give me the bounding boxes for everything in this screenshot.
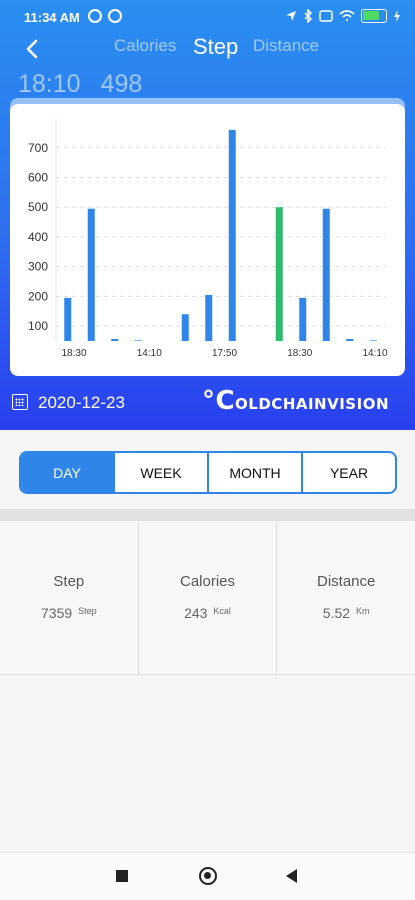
tab-calories[interactable]: Calories bbox=[114, 36, 177, 55]
bluetooth-icon bbox=[304, 9, 313, 23]
chart-bar bbox=[322, 208, 330, 341]
readout-time: 18:10 bbox=[18, 70, 81, 98]
chart-bar bbox=[369, 340, 377, 341]
system-icons bbox=[285, 9, 401, 23]
home-icon[interactable] bbox=[199, 867, 217, 885]
header: 11:34 AM Calories Step Distance 18:10 49… bbox=[0, 0, 415, 430]
system-nav-bar bbox=[0, 852, 415, 900]
stat-value: 7359 Step bbox=[41, 605, 97, 621]
x-tick-label: 18:30 bbox=[287, 348, 312, 359]
period-week[interactable]: WEEK bbox=[113, 453, 207, 492]
recent-apps-icon[interactable] bbox=[116, 870, 128, 882]
period-day[interactable]: DAY bbox=[21, 453, 113, 492]
selected-readout: 18:10 498 bbox=[18, 70, 142, 99]
chart-bar bbox=[228, 129, 236, 341]
stat-label: Calories bbox=[179, 573, 236, 590]
chart-bar bbox=[134, 340, 142, 341]
back-arrow-icon[interactable] bbox=[20, 36, 46, 62]
period-year[interactable]: YEAR bbox=[301, 453, 395, 492]
alarm-icon bbox=[319, 10, 333, 22]
chart-bar bbox=[181, 314, 189, 341]
notification-icons bbox=[88, 9, 122, 23]
calendar-icon[interactable] bbox=[12, 394, 28, 410]
charging-icon bbox=[394, 10, 400, 22]
status-bar: 11:34 AM bbox=[0, 0, 415, 36]
period-month[interactable]: MONTH bbox=[207, 453, 301, 492]
chart-card: 100 200 300 400 500 600 700 18:30 14:10 17:50 18:3… bbox=[10, 104, 405, 376]
y-tick-label: 700 bbox=[28, 141, 48, 155]
wifi-icon bbox=[339, 10, 355, 21]
chart-bar bbox=[205, 294, 213, 341]
chart-bar bbox=[64, 297, 72, 341]
status-time: 11:34 AM bbox=[24, 10, 80, 25]
step-chart[interactable]: 100 200 300 400 500 600 700 18:30 14:10 17:50 18:3… bbox=[10, 104, 405, 376]
y-tick-label: 100 bbox=[28, 319, 48, 333]
chart-bar bbox=[275, 207, 283, 341]
x-tick-label: 17:50 bbox=[212, 348, 237, 359]
x-tick-label: 18:30 bbox=[61, 348, 86, 359]
notification-icon bbox=[108, 9, 122, 23]
stat-label: Distance bbox=[317, 573, 376, 590]
stat-distance: Distance 5.52 Km bbox=[276, 521, 415, 674]
stats-summary: Step 7359 Step Calories 243 Kcal Distance … bbox=[0, 521, 415, 675]
location-icon bbox=[286, 11, 296, 21]
stat-value: 243 Kcal bbox=[184, 605, 231, 621]
y-tick-label: 600 bbox=[28, 171, 48, 185]
y-tick-label: 500 bbox=[28, 200, 48, 214]
notification-icon bbox=[88, 9, 102, 23]
period-selector: DAY WEEK MONTH YEAR bbox=[19, 451, 397, 494]
x-tick-label: 14:10 bbox=[137, 348, 162, 359]
battery-icon bbox=[361, 9, 387, 23]
stat-label: Step bbox=[53, 573, 85, 590]
readout-value: 498 bbox=[100, 70, 143, 98]
metric-tabs: Calories Step Distance bbox=[0, 34, 415, 66]
tab-step[interactable]: Step bbox=[193, 34, 239, 59]
date-label[interactable]: 2020-12-23 bbox=[38, 393, 125, 412]
y-tick-label: 300 bbox=[28, 260, 48, 274]
stat-step: Step 7359 Step bbox=[0, 521, 138, 674]
y-tick-label: 200 bbox=[28, 289, 48, 303]
stat-value: 5.52 Km bbox=[322, 605, 370, 621]
chart-bar bbox=[111, 339, 119, 341]
tab-distance[interactable]: Distance bbox=[253, 36, 320, 55]
chart-bar bbox=[346, 339, 354, 341]
date-bar: 2020-12-23 °COLDCHAINVISION bbox=[0, 384, 415, 424]
section-divider bbox=[0, 509, 415, 521]
y-tick-label: 400 bbox=[28, 230, 48, 244]
stat-calories: Calories 243 Kcal bbox=[137, 521, 277, 674]
chart-bar bbox=[87, 208, 95, 341]
x-tick-label: 14:10 bbox=[362, 348, 387, 359]
system-back-icon[interactable] bbox=[286, 869, 297, 883]
chart-bar bbox=[299, 297, 307, 341]
brand-logo: °COLDCHAINVISION bbox=[201, 386, 389, 416]
